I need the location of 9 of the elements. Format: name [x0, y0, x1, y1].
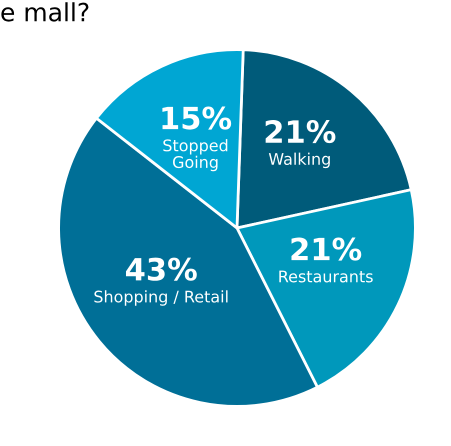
chart-title: e mall?	[1, 2, 88, 22]
slice-label: Restaurants	[279, 270, 373, 282]
data-label: 21%	[291, 237, 362, 261]
data-label: 15%	[162, 106, 232, 130]
data-label: 43%	[126, 258, 197, 281]
slice-label: Walking	[268, 152, 330, 168]
slice-label: Shopping / Retail	[94, 290, 228, 306]
slice-label: Stopped Going	[163, 139, 228, 172]
data-label: 21%	[266, 120, 336, 144]
